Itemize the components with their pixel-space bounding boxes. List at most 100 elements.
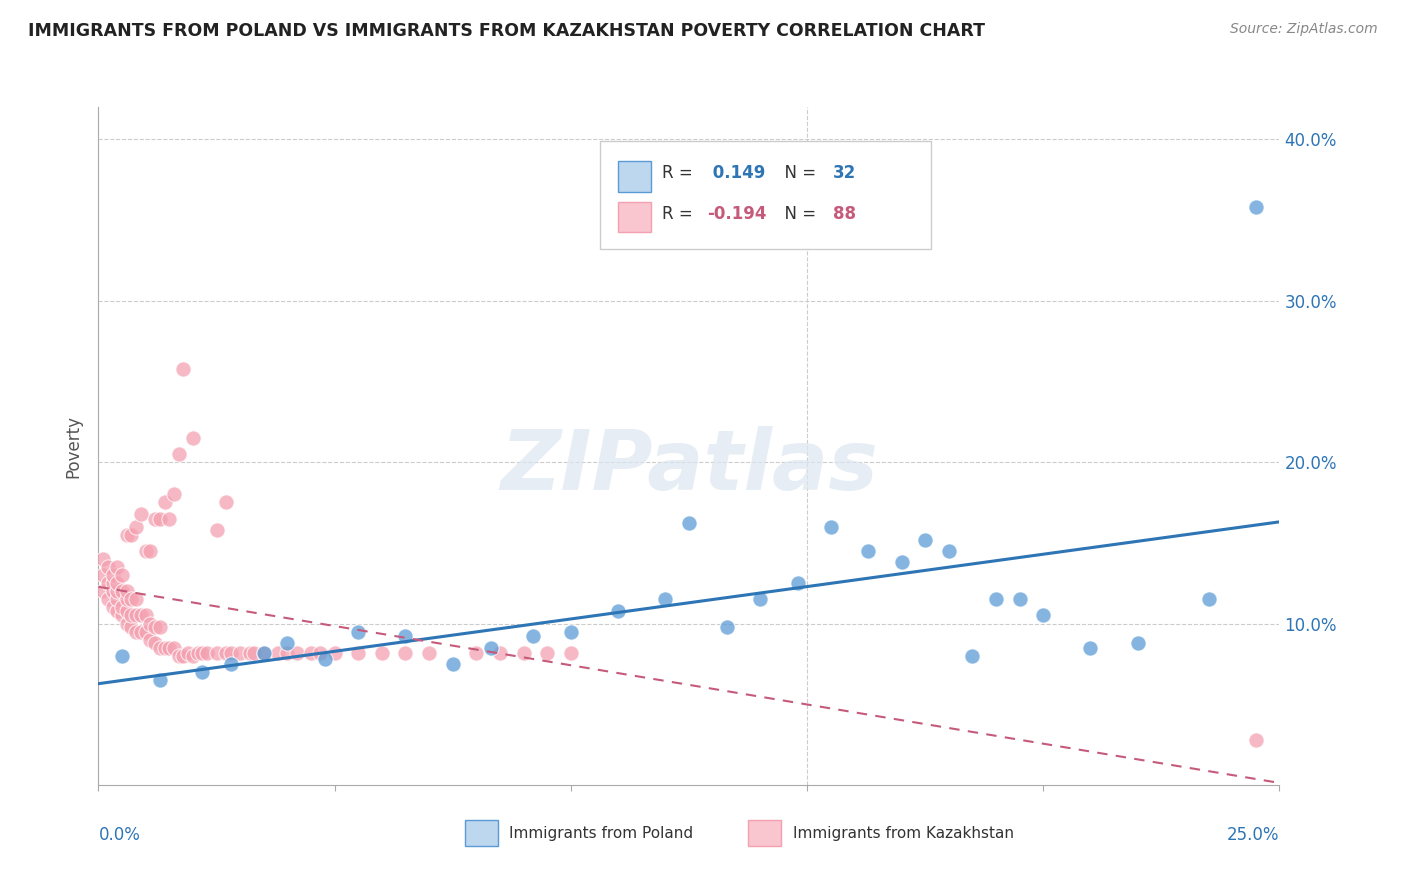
- Point: [522, 630, 544, 644]
- Point: [129, 507, 152, 521]
- Point: [91, 552, 114, 566]
- Text: R =: R =: [662, 164, 697, 183]
- Point: [111, 648, 134, 663]
- Point: [560, 624, 582, 639]
- Text: Immigrants from Kazakhstan: Immigrants from Kazakhstan: [793, 826, 1014, 840]
- Point: [215, 646, 238, 660]
- Point: [149, 640, 172, 655]
- Point: [181, 648, 204, 663]
- Point: [101, 600, 124, 615]
- Point: [101, 568, 124, 582]
- Point: [205, 646, 228, 660]
- Text: 0.0%: 0.0%: [98, 826, 141, 844]
- Point: [143, 636, 166, 650]
- Text: R =: R =: [662, 205, 697, 223]
- Point: [276, 646, 298, 660]
- Point: [1032, 608, 1054, 623]
- Point: [479, 640, 502, 655]
- Point: [323, 646, 346, 660]
- Point: [219, 646, 242, 660]
- Point: [285, 646, 308, 660]
- Point: [97, 560, 120, 574]
- Point: [111, 568, 134, 582]
- Point: [105, 604, 128, 618]
- Point: [129, 608, 152, 623]
- Point: [125, 519, 148, 533]
- Point: [177, 646, 200, 660]
- Point: [1244, 200, 1267, 214]
- Point: [115, 604, 138, 618]
- Point: [820, 519, 842, 533]
- Point: [347, 646, 370, 660]
- Point: [938, 544, 960, 558]
- Point: [890, 555, 912, 569]
- Point: [115, 616, 138, 631]
- Text: N =: N =: [773, 205, 821, 223]
- Point: [371, 646, 394, 660]
- Point: [97, 592, 120, 607]
- Point: [229, 646, 252, 660]
- Point: [153, 640, 176, 655]
- Point: [1080, 640, 1102, 655]
- Point: [149, 511, 172, 525]
- Text: -0.194: -0.194: [707, 205, 766, 223]
- Point: [139, 632, 162, 647]
- Point: [560, 646, 582, 660]
- Point: [139, 616, 162, 631]
- Point: [139, 544, 162, 558]
- Point: [219, 657, 242, 671]
- Point: [858, 544, 880, 558]
- Point: [167, 447, 190, 461]
- Point: [163, 640, 186, 655]
- Text: 25.0%: 25.0%: [1227, 826, 1279, 844]
- Point: [135, 608, 157, 623]
- Point: [125, 592, 148, 607]
- Point: [984, 592, 1007, 607]
- Point: [394, 630, 416, 644]
- Point: [125, 608, 148, 623]
- Point: [105, 592, 128, 607]
- Text: 0.149: 0.149: [707, 164, 765, 183]
- Point: [172, 361, 194, 376]
- Point: [347, 624, 370, 639]
- Point: [115, 592, 138, 607]
- Point: [441, 657, 464, 671]
- Point: [135, 544, 157, 558]
- Point: [105, 584, 128, 599]
- Point: [91, 568, 114, 582]
- Bar: [619, 161, 651, 192]
- Point: [121, 592, 143, 607]
- Point: [607, 604, 630, 618]
- Point: [253, 646, 276, 660]
- Point: [149, 673, 172, 687]
- Point: [489, 646, 512, 660]
- Point: [536, 646, 558, 660]
- Point: [157, 511, 180, 525]
- Text: Immigrants from Poland: Immigrants from Poland: [509, 826, 693, 840]
- Y-axis label: Poverty: Poverty: [65, 415, 83, 477]
- Point: [748, 592, 770, 607]
- Point: [153, 495, 176, 509]
- Point: [314, 652, 336, 666]
- Text: 88: 88: [832, 205, 856, 223]
- Point: [243, 646, 266, 660]
- Point: [121, 608, 143, 623]
- Point: [91, 584, 114, 599]
- Point: [195, 646, 218, 660]
- Point: [394, 646, 416, 660]
- Point: [191, 646, 214, 660]
- Point: [101, 584, 124, 599]
- Bar: [748, 821, 782, 846]
- Point: [267, 646, 290, 660]
- Point: [678, 516, 700, 531]
- Text: 32: 32: [832, 164, 856, 183]
- Text: IMMIGRANTS FROM POLAND VS IMMIGRANTS FROM KAZAKHSTAN POVERTY CORRELATION CHART: IMMIGRANTS FROM POLAND VS IMMIGRANTS FRO…: [28, 22, 986, 40]
- Point: [914, 533, 936, 547]
- Point: [205, 523, 228, 537]
- FancyBboxPatch shape: [600, 141, 931, 250]
- Text: Source: ZipAtlas.com: Source: ZipAtlas.com: [1230, 22, 1378, 37]
- Point: [654, 592, 676, 607]
- Point: [121, 528, 143, 542]
- Point: [215, 495, 238, 509]
- Point: [172, 648, 194, 663]
